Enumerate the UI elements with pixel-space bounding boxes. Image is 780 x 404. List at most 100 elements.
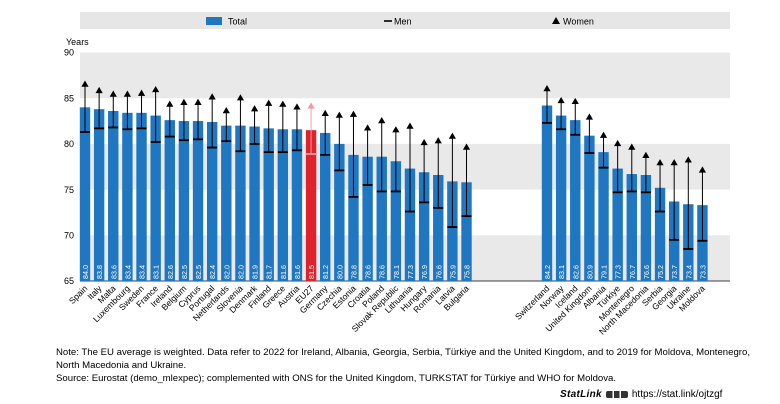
bar-Iceland [570,120,581,281]
data-label: 82.5 [194,265,203,279]
women-marker [152,85,160,93]
y-tick-label: 85 [64,93,74,103]
women-marker [571,97,579,105]
legend: Total Men Women [80,12,730,29]
data-label: 77.3 [614,265,623,279]
women-marker [406,122,414,129]
women-marker [628,143,636,150]
women-marker [194,98,202,105]
bar-Slovenia [235,125,246,282]
bar-Albania [598,152,609,281]
women-marker [448,132,456,139]
data-label: 73.7 [670,265,679,279]
women-marker [166,100,174,107]
women-marker [364,124,372,131]
oecd-logo-icon [605,390,628,398]
bar-Bulgaria [461,182,472,281]
bar-Germany [320,132,331,281]
women-marker [392,126,400,133]
data-label: 76.9 [420,265,429,279]
legend-men-label: Men [394,17,412,27]
data-label: 81.6 [293,265,302,279]
bar-Lithuania [404,168,416,281]
bar-Moldova [697,205,708,281]
women-marker [123,90,131,97]
legend-women-marker [552,17,560,24]
statlink-url[interactable]: https://stat.link/ojtzgf [631,389,723,400]
legend-band [80,12,730,29]
data-label: 83.4 [123,265,132,279]
women-marker [293,103,301,110]
bar-Türkiye [612,168,623,281]
women-marker [95,86,103,94]
data-label: 75.2 [656,265,665,279]
x-tick-labels: SpainItalyMaltaLuxembourgSwedenFranceIre… [67,283,707,337]
bar-Cyprus [192,121,204,281]
women-marker [208,93,216,100]
women-marker [180,98,188,105]
data-label: 82.0 [236,265,245,279]
data-label: 82.6 [166,265,175,279]
data-label: 82.6 [571,265,580,279]
bar-Serbia [654,187,666,281]
bar-Luxembourg [122,112,133,281]
bar-Switzerland [541,105,553,282]
bar-EU27 [305,130,317,281]
data-label: 80.9 [585,265,594,279]
y-axis-label: Years [66,37,89,47]
women-marker [585,113,593,120]
data-label: 78.1 [392,265,401,279]
bar-Greece [277,129,289,281]
grid-band [80,52,730,99]
bar-Netherlands [221,125,232,282]
legend-total-label: Total [228,17,247,27]
women-marker [434,137,442,144]
bar-United Kingdom [584,135,595,281]
data-label: 82.4 [208,265,217,279]
data-label: 83.4 [138,265,147,279]
data-label: 78.8 [349,265,358,279]
women-marker [378,117,386,124]
women-marker [222,106,230,114]
statlink[interactable]: StatLink https://stat.link/ojtzgf [560,389,722,400]
data-label: 83.6 [109,265,118,279]
data-label: 76.6 [434,265,443,279]
women-marker [698,166,707,173]
women-marker [109,90,117,97]
y-tick-label: 80 [64,139,74,149]
women-marker [642,151,650,158]
bar-Czechia [334,143,345,281]
women-marker [265,99,273,106]
data-label: 81.2 [321,265,330,279]
bar-Spain [79,107,91,281]
source-line: Source: Eurostat (demo_mlexpec); complem… [56,373,617,384]
women-marker [670,159,678,166]
women-marker [462,143,471,150]
data-label: 79.1 [600,265,609,279]
data-label: 82.0 [222,265,231,279]
data-label: 75.8 [463,265,472,279]
note-line-1: Note: The EU average is weighted. Data r… [56,347,751,358]
bar-Croatia [362,156,373,281]
women-marker [236,94,245,101]
women-marker [614,139,622,147]
data-label: 77.3 [406,265,415,279]
bar-Slovak Republic [390,161,402,281]
bar-Portugal [206,121,218,282]
data-label: 76.6 [642,265,651,279]
women-marker [543,85,551,92]
bar-Norway [555,115,567,281]
bar-Malta [108,110,119,281]
data-label: 75.9 [448,265,457,279]
data-label: 76.7 [628,265,637,279]
bar-Romania [433,174,444,281]
bar-Denmark [249,126,260,281]
data-label: 83.8 [95,265,104,279]
bar-Austria [291,129,303,281]
data-label: 80.0 [335,265,344,279]
women-marker [307,102,315,109]
bar-Finland [263,128,274,281]
bar-Montenegro [626,174,637,281]
data-label: 84.2 [543,265,552,279]
